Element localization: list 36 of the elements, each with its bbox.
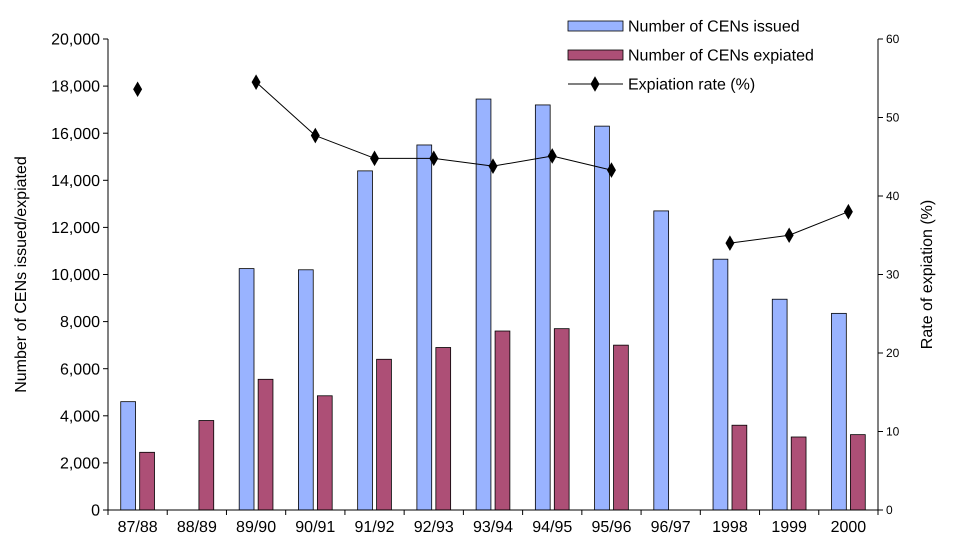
y-tick-label: 14,000 — [51, 172, 100, 190]
y-tick-label: 16,000 — [51, 126, 100, 143]
y2-tick-label: 40 — [886, 189, 900, 204]
legend-label: Number of CENs expiated — [628, 48, 814, 65]
x-tick-label: 91/92 — [354, 519, 395, 536]
y-tick-label: 6,000 — [60, 361, 100, 378]
y-axis-title: Number of CENs issued/expiated — [13, 156, 30, 393]
y2-axis-title: Rate of expiation (%) — [919, 200, 936, 350]
x-tick-label: 90/91 — [295, 519, 336, 536]
x-tick-label: 2000 — [830, 519, 866, 536]
x-tick-label: 88/89 — [176, 519, 217, 536]
y-tick-label: 18,000 — [51, 78, 100, 96]
x-tick-label: 89/90 — [236, 519, 276, 536]
legend-label: Expiation rate (%) — [628, 76, 756, 94]
y2-tick-label: 20 — [886, 346, 900, 360]
y-tick-label: 10,000 — [51, 267, 100, 284]
y-tick-label: 20,000 — [51, 32, 100, 49]
y-tick-label: 0 — [91, 502, 100, 520]
legend-label: Number of CENs issued — [628, 18, 800, 36]
x-tick-label: 96/97 — [650, 519, 691, 536]
y-tick-label: 4,000 — [60, 408, 100, 426]
y-tick-label: 12,000 — [51, 220, 100, 237]
x-tick-label: 1998 — [712, 519, 748, 536]
x-tick-label: 1999 — [771, 519, 808, 536]
y2-tick-label: 50 — [886, 110, 900, 125]
x-tick-label: 94/95 — [532, 519, 572, 536]
y2-tick-label: 10 — [886, 424, 900, 439]
x-tick-label: 87/88 — [118, 519, 158, 536]
y-tick-label: 2,000 — [60, 456, 100, 472]
y-tick-label: 8,000 — [60, 314, 100, 332]
x-tick-label: 93/94 — [472, 519, 514, 536]
x-tick-label: 95/96 — [591, 519, 632, 536]
x-tick-label: 92/93 — [414, 519, 454, 536]
y2-tick-label: 30 — [886, 268, 900, 282]
y2-tick-label: 60 — [886, 32, 900, 46]
y2-tick-label: 0 — [886, 503, 893, 518]
